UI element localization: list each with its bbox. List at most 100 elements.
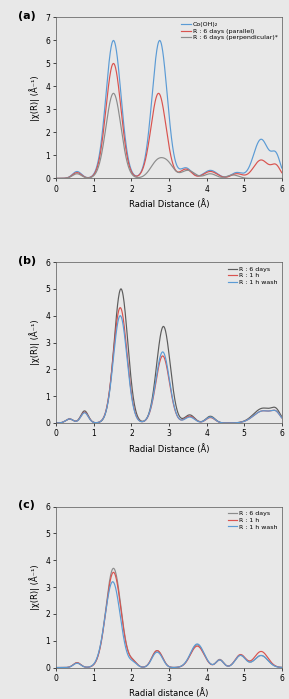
R : 6 days: (3.65, 0.224): 6 days: (3.65, 0.224): [192, 412, 195, 421]
R : 6 days: (3.65, 0.727): 6 days: (3.65, 0.727): [192, 644, 195, 652]
R : 1 h wash: (3.83, 0.0391): 1 h wash: (3.83, 0.0391): [199, 418, 202, 426]
Co(OH)₂: [192, 170, 195, 178]
R : 1 h wash: (3.65, 0.164): 1 h wash: (3.65, 0.164): [192, 415, 195, 423]
R : 6 days (perpendicular)*: (3.65, 0.25): 6 days (perpendicular)*: (3.65, 0.25): [192, 168, 195, 177]
R : 6 days (parallel): (0, 6.86e-06): 6 days (parallel): (0, 6.86e-06): [55, 174, 58, 182]
R : 6 days: (1.72, 5): 6 days: (1.72, 5): [119, 284, 123, 293]
R : 1 h wash: (5.17, 0.205): 1 h wash: (5.17, 0.205): [249, 658, 253, 666]
R : 1 h: (0.368, 0.0343): 1 h: (0.368, 0.0343): [68, 663, 72, 671]
R : 6 days: (0, 0.000328): 6 days: (0, 0.000328): [55, 419, 58, 427]
R : 1 h: (1.52, 3.55): 1 h: (1.52, 3.55): [112, 568, 115, 577]
R : 1 h: (4.56, 0.000509): 1 h: (4.56, 0.000509): [226, 419, 229, 427]
R : 1 h wash: (3.49, 0.315): 1 h wash: (3.49, 0.315): [186, 655, 189, 663]
R : 1 h wash: (0, 4.32e-08): 1 h wash: (0, 4.32e-08): [55, 663, 58, 672]
R : 1 h wash: (3.49, 0.202): 1 h wash: (3.49, 0.202): [186, 413, 189, 421]
R : 6 days: (3.49, 0.278): 6 days: (3.49, 0.278): [186, 411, 189, 419]
R : 1 h wash: (4.56, 0.0549): 1 h wash: (4.56, 0.0549): [226, 662, 229, 670]
Co(OH)₂: [226, 173, 229, 181]
Co(OH)₂: [55, 174, 58, 182]
R : 1 h wash: (5.17, 0.192): 1 h wash: (5.17, 0.192): [249, 414, 253, 422]
R : 6 days (perpendicular)*: (0, 5.49e-06): 6 days (perpendicular)*: (0, 5.49e-06): [55, 174, 58, 182]
R : 6 days: (1.52, 3.7): 6 days: (1.52, 3.7): [112, 564, 115, 572]
R : 6 days (parallel): (3.83, 0.113): 6 days (parallel): (3.83, 0.113): [199, 171, 202, 180]
R : 1 h wash: (4.56, 0.000523): 1 h wash: (4.56, 0.000523): [226, 419, 229, 427]
R : 1 h: (3.83, 0.725): 1 h: (3.83, 0.725): [199, 644, 202, 652]
Text: (c): (c): [18, 500, 35, 510]
Legend: R : 6 days, R : 1 h, R : 1 h wash: R : 6 days, R : 1 h, R : 1 h wash: [226, 510, 279, 531]
R : 6 days: (0.368, 0.0343): 6 days: (0.368, 0.0343): [68, 663, 72, 671]
Co(OH)₂: [249, 159, 253, 167]
R : 6 days (perpendicular)*: (3.83, 0.105): 6 days (perpendicular)*: (3.83, 0.105): [199, 172, 202, 180]
Legend: R : 6 days, R : 1 h, R : 1 h wash: R : 6 days, R : 1 h, R : 1 h wash: [226, 265, 279, 287]
R : 6 days: (0, 4.86e-08): 6 days: (0, 4.86e-08): [55, 663, 58, 672]
R : 6 days (perpendicular)*: (3.49, 0.352): 6 days (perpendicular)*: (3.49, 0.352): [186, 166, 189, 175]
R : 6 days: (5.17, 0.205): 6 days: (5.17, 0.205): [249, 658, 253, 666]
Legend: Co(OH)₂, R : 6 days (parallel), R : 6 days (perpendicular)*: Co(OH)₂, R : 6 days (parallel), R : 6 da…: [180, 20, 279, 42]
R : 1 h: (0, 4.86e-08): 1 h: (0, 4.86e-08): [55, 663, 58, 672]
R : 1 h: (0.368, 0.148): 1 h: (0.368, 0.148): [68, 415, 72, 423]
Line: R : 1 h: R : 1 h: [56, 308, 282, 423]
R : 1 h: (6, 0.00563): 1 h: (6, 0.00563): [280, 663, 284, 672]
Line: R : 6 days (perpendicular)*: R : 6 days (perpendicular)*: [56, 94, 282, 178]
Line: R : 6 days: R : 6 days: [56, 568, 282, 668]
R : 1 h wash: (0.368, 0.148): 1 h wash: (0.368, 0.148): [68, 415, 72, 423]
R : 1 h: (3.49, 0.286): 1 h: (3.49, 0.286): [186, 656, 189, 664]
R : 6 days (parallel): (3.65, 0.178): 6 days (parallel): (3.65, 0.178): [192, 170, 195, 178]
Text: (a): (a): [18, 11, 36, 21]
Y-axis label: |χ(R)| (Å⁻¹): |χ(R)| (Å⁻¹): [29, 75, 40, 121]
R : 1 h: (6, 0.189): 1 h: (6, 0.189): [280, 414, 284, 422]
R : 1 h: (5.17, 0.256): 1 h: (5.17, 0.256): [249, 656, 253, 665]
R : 6 days (parallel): (3.49, 0.388): 6 days (parallel): (3.49, 0.388): [186, 165, 189, 173]
Co(OH)₂: [68, 172, 72, 180]
R : 1 h wash: (6, 0.00423): 1 h wash: (6, 0.00423): [280, 663, 284, 672]
R : 6 days (parallel): (6, 0.247): 6 days (parallel): (6, 0.247): [280, 168, 284, 177]
R : 6 days (perpendicular)*: (4.56, 0.0978): 6 days (perpendicular)*: (4.56, 0.0978): [226, 172, 229, 180]
R : 6 days: (5.17, 0.235): 6 days: (5.17, 0.235): [249, 412, 253, 421]
R : 6 days: (3.83, 0.77): 6 days: (3.83, 0.77): [199, 642, 202, 651]
R : 1 h wash: (3.83, 0.798): 1 h wash: (3.83, 0.798): [199, 642, 202, 650]
Line: Co(OH)₂: Co(OH)₂: [56, 41, 282, 178]
R : 6 days (parallel): (0.368, 0.0791): 6 days (parallel): (0.368, 0.0791): [68, 173, 72, 181]
Co(OH)₂: [158, 36, 161, 45]
R : 1 h wash: (6, 0.189): 1 h wash: (6, 0.189): [280, 414, 284, 422]
Co(OH)₂: [199, 171, 202, 180]
R : 6 days: (3.83, 0.0494): 6 days: (3.83, 0.0494): [199, 417, 202, 426]
R : 1 h: (3.65, 0.187): 1 h: (3.65, 0.187): [192, 414, 195, 422]
R : 1 h: (3.49, 0.229): 1 h: (3.49, 0.229): [186, 412, 189, 421]
R : 1 h wash: (0.368, 0.0305): 1 h wash: (0.368, 0.0305): [68, 663, 72, 671]
R : 1 h: (0, 0.000328): 1 h: (0, 0.000328): [55, 419, 58, 427]
X-axis label: Radial Distance (Å): Radial Distance (Å): [129, 444, 209, 454]
R : 1 h wash: (3.65, 0.753): 1 h wash: (3.65, 0.753): [192, 643, 195, 651]
R : 6 days (perpendicular)*: (6, 7.34e-18): 6 days (perpendicular)*: (6, 7.34e-18): [280, 174, 284, 182]
R : 6 days (parallel): (1.52, 5): 6 days (parallel): (1.52, 5): [112, 59, 115, 68]
R : 6 days: (6, 0.235): 6 days: (6, 0.235): [280, 412, 284, 421]
R : 6 days (parallel): (5.17, 0.318): 6 days (parallel): (5.17, 0.318): [249, 167, 253, 175]
Line: R : 6 days (parallel): R : 6 days (parallel): [56, 64, 282, 178]
R : 1 h wash: (0, 0.000328): 1 h wash: (0, 0.000328): [55, 419, 58, 427]
R : 1 h: (5.17, 0.192): 1 h: (5.17, 0.192): [249, 414, 253, 422]
R : 6 days: (0.368, 0.148): 6 days: (0.368, 0.148): [68, 415, 72, 423]
R : 6 days (perpendicular)*: (1.52, 3.7): 6 days (perpendicular)*: (1.52, 3.7): [112, 89, 115, 98]
R : 6 days: (4.56, 0.0572): 6 days: (4.56, 0.0572): [226, 662, 229, 670]
R : 6 days (perpendicular)*: (5.17, 0.00102): 6 days (perpendicular)*: (5.17, 0.00102): [249, 174, 253, 182]
X-axis label: Radial distance (Å): Radial distance (Å): [129, 689, 209, 698]
Y-axis label: |χ(R)| (Å⁻¹): |χ(R)| (Å⁻¹): [29, 564, 40, 610]
X-axis label: Radial Distance (Å): Radial Distance (Å): [129, 199, 209, 209]
Y-axis label: |χ(R)| (Å⁻¹): |χ(R)| (Å⁻¹): [29, 319, 40, 366]
R : 1 h: (4.56, 0.0565): 1 h: (4.56, 0.0565): [226, 662, 229, 670]
Line: R : 1 h: R : 1 h: [56, 572, 282, 668]
Line: R : 1 h wash: R : 1 h wash: [56, 582, 282, 668]
Co(OH)₂: [186, 164, 189, 173]
R : 6 days (perpendicular)*: (0.368, 0.0633): 6 days (perpendicular)*: (0.368, 0.0633): [68, 173, 72, 181]
R : 6 days: (3.49, 0.304): 6 days: (3.49, 0.304): [186, 655, 189, 663]
Text: (b): (b): [18, 256, 36, 266]
R : 1 h wash: (1.7, 4): 1 h wash: (1.7, 4): [118, 312, 122, 320]
R : 6 days (parallel): (4.56, 0.0663): 6 days (parallel): (4.56, 0.0663): [226, 173, 229, 181]
R : 1 h: (3.65, 0.685): 1 h: (3.65, 0.685): [192, 645, 195, 654]
R : 1 h: (1.7, 4.3): 1 h: (1.7, 4.3): [118, 303, 122, 312]
Co(OH)₂: [280, 164, 284, 172]
R : 6 days: (6, 0.00423): 6 days: (6, 0.00423): [280, 663, 284, 672]
Line: R : 1 h wash: R : 1 h wash: [56, 316, 282, 423]
R : 1 h: (3.83, 0.0405): 1 h: (3.83, 0.0405): [199, 418, 202, 426]
Line: R : 6 days: R : 6 days: [56, 289, 282, 423]
